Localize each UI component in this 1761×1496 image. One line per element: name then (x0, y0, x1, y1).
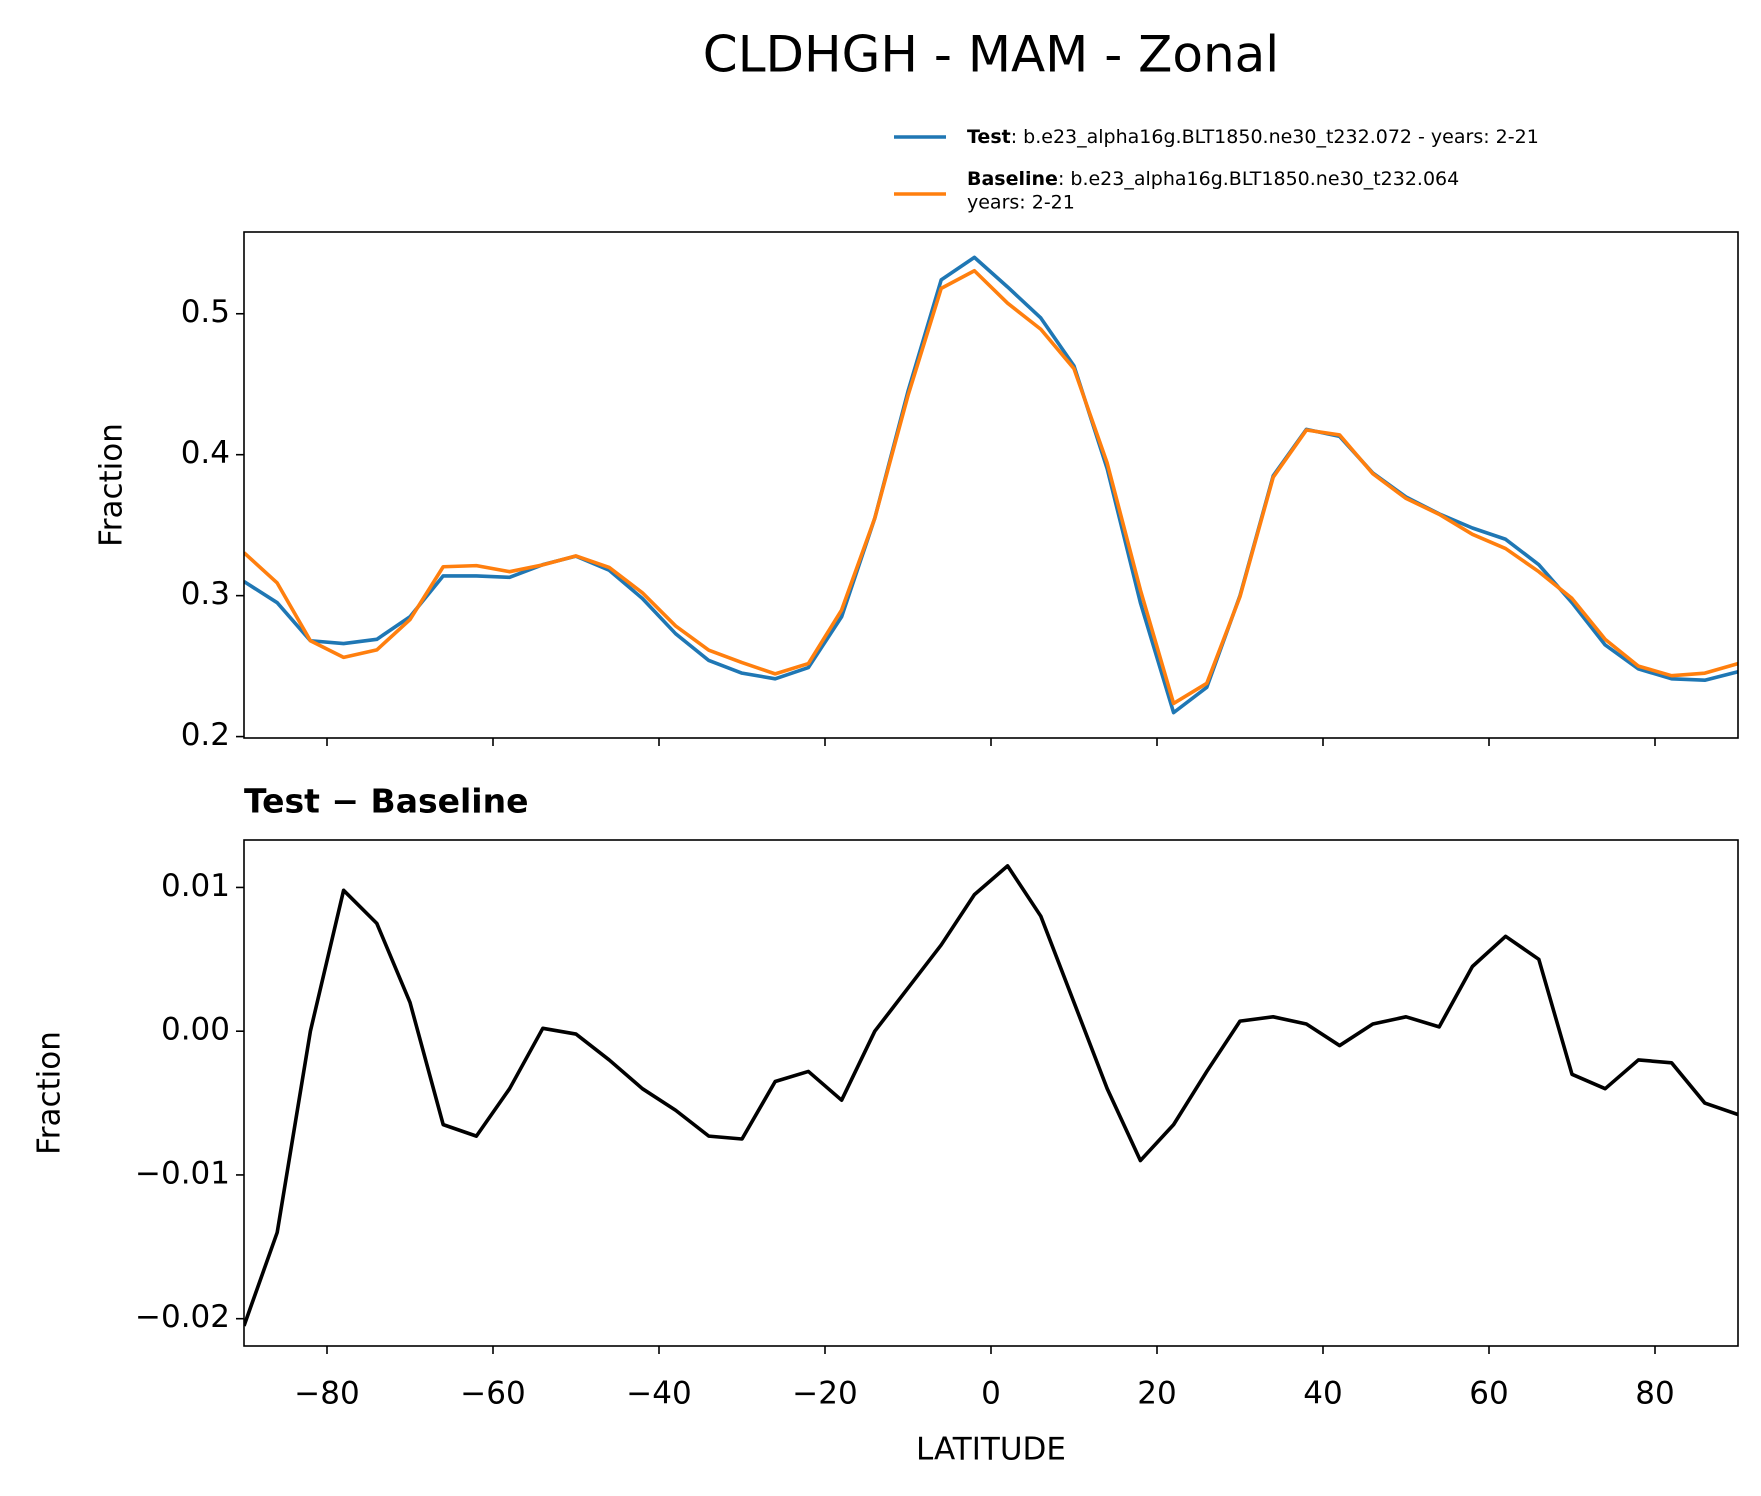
legend-name: Baseline (967, 168, 1058, 190)
legend-entry: Test: b.e23_alpha16g.BLT1850.ne30_t232.0… (967, 126, 1539, 148)
x-tick-label: −60 (460, 1376, 525, 1412)
y-tick-label: −0.02 (135, 1299, 230, 1335)
axes-frame (243, 839, 1739, 1347)
x-tick-label: −80 (294, 1376, 359, 1412)
y-tick-label: 0.4 (181, 435, 230, 471)
legend-entry: Baseline: b.e23_alpha16g.BLT1850.ne30_t2… (967, 168, 1459, 190)
legend-case: : b.e23_alpha16g.BLT1850.ne30_t232.064 (1058, 168, 1459, 190)
legend-case-line: years: 2-21 (967, 192, 1075, 214)
y-tick-label: 0.00 (161, 1012, 230, 1048)
y-tick-label: −0.01 (135, 1155, 230, 1191)
axes-title: Test − Baseline (244, 782, 529, 821)
y-tick-label: 0.5 (181, 294, 230, 330)
axes-frame (243, 231, 1739, 739)
legend-case: : b.e23_alpha16g.BLT1850.ne30_t232.072 -… (1011, 126, 1539, 148)
y-tick-label: 0.2 (181, 717, 230, 753)
x-tick-label: 60 (1469, 1376, 1508, 1412)
legend-name: Test (967, 126, 1011, 148)
y-axis-label: Fraction (94, 423, 130, 547)
x-tick-label: −40 (626, 1376, 691, 1412)
series-line (244, 268, 1738, 706)
x-tick-label: 80 (1635, 1376, 1674, 1412)
x-tick-label: 40 (1303, 1376, 1342, 1412)
y-axis-label: Fraction (32, 1031, 68, 1155)
y-tick-label: 0.01 (161, 868, 230, 904)
diff-line (244, 864, 1738, 1327)
y-tick-label: 0.3 (181, 576, 230, 612)
x-tick-label: 20 (1137, 1376, 1176, 1412)
plot-area (244, 255, 1738, 715)
x-tick-label: 0 (981, 1376, 1001, 1412)
x-tick-label: −20 (792, 1376, 857, 1412)
x-axis-label: LATITUDE (916, 1432, 1066, 1468)
series-line (244, 255, 1738, 715)
figure-title: CLDHGH - MAM - Zonal (703, 26, 1279, 84)
plot-area (244, 864, 1738, 1327)
